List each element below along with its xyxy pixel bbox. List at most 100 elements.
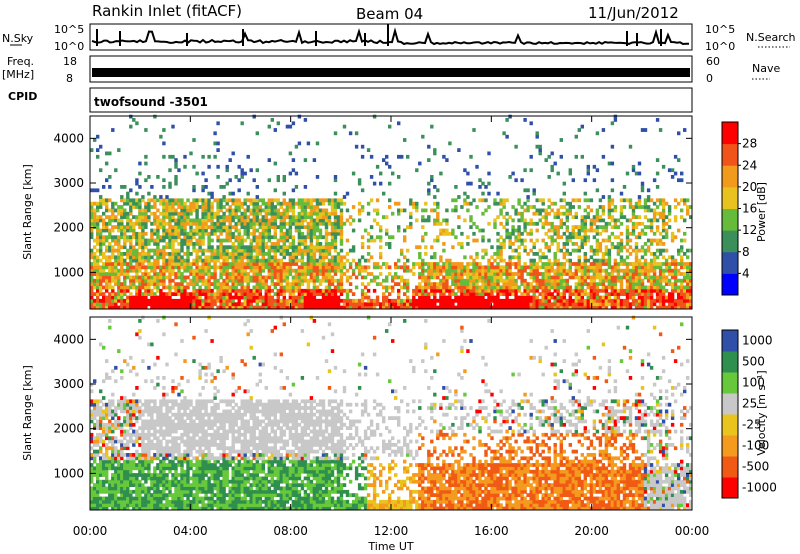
range-cell (442, 305, 446, 310)
range-cell (592, 302, 597, 307)
range-cell (267, 248, 271, 253)
range-cell (418, 298, 422, 303)
range-cell (156, 285, 160, 290)
range-cell (385, 278, 389, 283)
range-cell (454, 265, 458, 270)
range-cell (99, 218, 103, 223)
range-cell (258, 231, 262, 236)
range-cell (580, 278, 584, 283)
range-cell (216, 164, 220, 169)
range-cell (183, 302, 187, 307)
range-cell (502, 215, 506, 219)
range-cell (649, 278, 654, 283)
range-cell (120, 262, 124, 266)
range-cell (186, 198, 190, 203)
range-cell (192, 221, 196, 226)
range-cell (150, 268, 154, 273)
range-cell (439, 171, 443, 176)
range-cell (258, 272, 262, 276)
range-cell (592, 278, 597, 283)
range-cell (580, 275, 584, 280)
range-cell (108, 499, 112, 504)
range-cell (484, 282, 488, 286)
range-cell (126, 285, 130, 290)
range-cell (273, 245, 277, 250)
range-cell (649, 198, 654, 203)
range-cell (123, 185, 127, 189)
range-cell (195, 275, 199, 280)
range-cell (102, 456, 106, 461)
range-cell (270, 268, 274, 273)
range-cell (439, 255, 443, 260)
range-cell (285, 201, 290, 206)
range-cell (318, 272, 323, 276)
range-cell (108, 245, 112, 250)
range-cell (616, 288, 621, 293)
range-cell (141, 242, 145, 246)
range-cell (207, 164, 211, 169)
range-cell (562, 305, 566, 310)
range-cell (201, 262, 205, 266)
range-cell (616, 235, 621, 240)
range-cell (105, 288, 109, 293)
beam-title: Beam 04 (356, 5, 423, 23)
range-cell (294, 228, 299, 233)
range-cell (568, 231, 572, 236)
range-cell (336, 231, 341, 236)
colorbar-segment (722, 230, 738, 253)
range-cell (348, 288, 353, 293)
range-cell (135, 285, 139, 290)
range-cell (508, 235, 512, 240)
range-cell (366, 211, 371, 216)
range-cell (351, 248, 356, 253)
range-cell (117, 245, 121, 250)
range-cell (183, 278, 187, 283)
range-cell (421, 278, 425, 283)
range-cell (201, 198, 205, 203)
range-cell (541, 275, 545, 280)
range-cell (192, 231, 196, 236)
range-cell (228, 275, 232, 280)
range-cell (258, 248, 262, 253)
range-cell (153, 201, 157, 206)
range-cell (580, 285, 584, 290)
range-cell (565, 282, 569, 286)
range-cell (213, 141, 217, 146)
range-cell (222, 295, 226, 300)
range-cell (357, 305, 362, 310)
range-cell (111, 302, 115, 307)
range-cell (339, 208, 344, 213)
range-cell (306, 265, 311, 270)
range-cell (129, 248, 133, 253)
range-cell (252, 278, 256, 283)
range-cell (556, 262, 560, 266)
range-cell (108, 285, 112, 290)
range-cell (547, 268, 551, 273)
range-cell (586, 295, 590, 300)
range-cell (93, 245, 97, 250)
range-cell (201, 201, 205, 206)
range-cell (499, 242, 503, 246)
range-cell (258, 278, 262, 283)
range-cell (466, 262, 470, 266)
range-cell (318, 262, 323, 266)
range-cell (246, 248, 250, 253)
range-cell (478, 302, 482, 307)
range-cell (288, 282, 293, 286)
range-cell (279, 225, 283, 229)
range-cell (315, 265, 320, 270)
range-cell (442, 302, 446, 307)
range-cell (306, 272, 311, 276)
range-cell (234, 258, 238, 263)
range-cell (276, 265, 280, 270)
range-cell (523, 262, 527, 266)
range-cell (195, 225, 199, 229)
range-cell (475, 278, 479, 283)
range-cell (622, 292, 627, 296)
range-cell (463, 265, 467, 270)
range-cell (303, 238, 308, 243)
range-cell (330, 225, 335, 229)
range-cell (400, 275, 404, 280)
range-cell (333, 242, 338, 246)
range-cell (93, 439, 97, 444)
